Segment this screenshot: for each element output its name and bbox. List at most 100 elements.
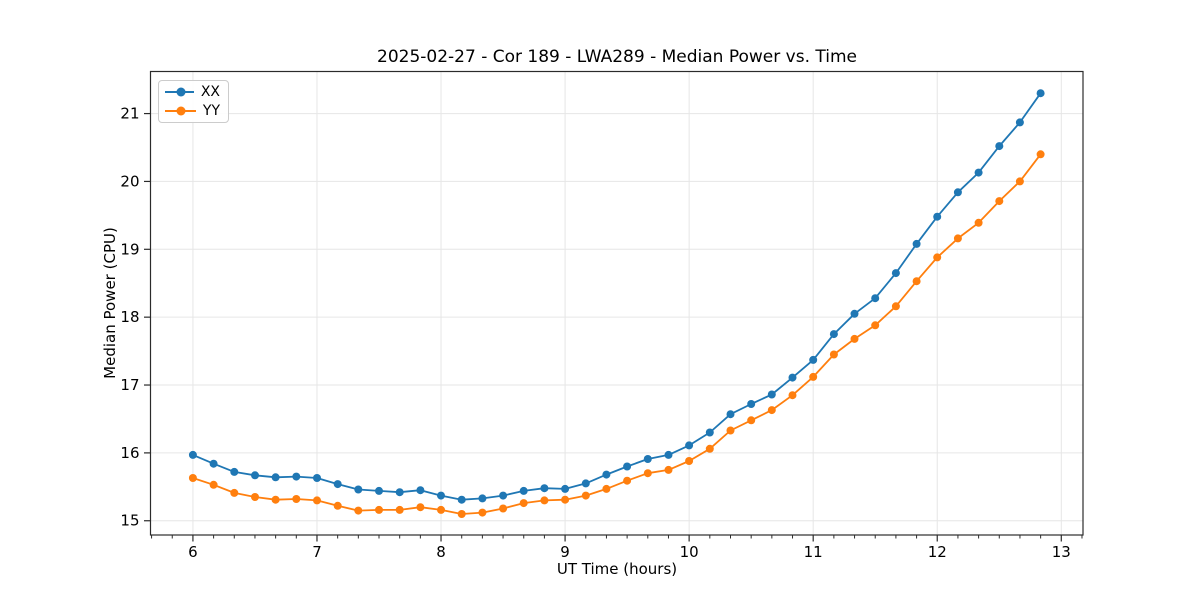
data-point-YY [437, 505, 445, 514]
data-point-YY [561, 495, 570, 504]
series-line-XX [192, 92, 1042, 501]
data-point-YY [726, 426, 735, 435]
data-point-YY [519, 499, 528, 508]
y-tick-label: 16 [120, 444, 139, 462]
y-axis-label: Median Power (CPU) [101, 227, 119, 379]
data-point-XX [788, 373, 797, 382]
data-point-XX [912, 239, 921, 248]
data-point-XX [995, 142, 1004, 151]
y-tick-label: 21 [120, 105, 139, 123]
data-point-XX [953, 188, 962, 197]
data-point-XX [313, 474, 321, 482]
data-point-YY [1015, 177, 1024, 186]
data-point-XX [540, 484, 549, 493]
data-point-YY [416, 503, 425, 512]
legend: XX YY [158, 80, 229, 123]
data-point-YY [643, 469, 652, 478]
data-point-XX [457, 495, 466, 504]
data-point-YY [271, 495, 280, 504]
data-point-XX [809, 355, 818, 364]
data-point-YY [705, 444, 714, 453]
data-point-YY [333, 501, 342, 510]
data-point-XX [974, 168, 983, 177]
data-point-XX [561, 484, 570, 493]
chart-title: 2025-02-27 - Cor 189 - LWA289 - Median P… [377, 47, 857, 67]
data-point-YY [209, 480, 218, 489]
data-point-YY [457, 510, 466, 518]
data-point-XX [850, 309, 859, 318]
data-point-YY [995, 197, 1004, 206]
data-point-XX [705, 428, 714, 437]
data-point-YY [871, 321, 880, 330]
data-point-YY [685, 457, 694, 465]
data-point-XX [623, 462, 632, 471]
data-point-XX [209, 459, 218, 468]
data-point-XX [416, 486, 425, 495]
data-point-YY [292, 495, 301, 503]
data-point-XX [333, 480, 342, 489]
data-point-XX [1015, 118, 1024, 127]
data-point-XX [891, 269, 900, 278]
data-point-YY [974, 218, 983, 227]
data-point-YY [581, 491, 590, 500]
legend-label: YY [202, 102, 220, 119]
data-point-YY [809, 372, 818, 381]
x-tick-label: 13 [1052, 543, 1071, 561]
series-line-YY [192, 153, 1042, 515]
data-point-XX [602, 470, 611, 479]
data-point-YY [829, 350, 838, 359]
data-point-XX [664, 450, 673, 459]
legend-label: XX [200, 84, 220, 101]
x-axis-label: UT Time (hours) [556, 560, 678, 578]
data-point-XX [437, 491, 445, 500]
data-point-YY [664, 465, 673, 474]
legend-entry-YY: YY [164, 102, 220, 120]
data-point-YY [540, 496, 549, 505]
data-point-XX [188, 450, 197, 459]
data-point-YY [891, 302, 900, 311]
legend-entry-XX: XX [164, 83, 220, 101]
data-point-XX [251, 471, 259, 480]
data-point-XX [395, 488, 404, 497]
data-point-YY [499, 504, 508, 513]
data-point-XX [271, 473, 280, 482]
y-tick-label: 17 [120, 376, 139, 394]
data-point-YY [602, 484, 611, 493]
data-point-XX [499, 491, 508, 500]
data-point-YY [375, 505, 383, 514]
data-point-XX [685, 441, 694, 450]
data-point-YY [912, 277, 921, 286]
data-point-XX [643, 455, 652, 463]
x-tick-label: 8 [436, 543, 446, 561]
data-point-YY [188, 474, 197, 482]
data-point-YY [788, 391, 797, 400]
data-point-YY [933, 253, 942, 262]
data-point-YY [850, 334, 859, 343]
plot-border [149, 70, 1084, 536]
x-tick-label: 12 [928, 543, 947, 561]
data-point-YY [395, 505, 404, 514]
data-point-XX [354, 485, 363, 494]
data-point-YY [230, 488, 239, 497]
data-point-XX [375, 486, 383, 495]
legend-line-marker-icon [165, 87, 194, 97]
data-point-YY [953, 234, 962, 243]
x-tick-label: 9 [560, 543, 570, 561]
data-point-YY [747, 416, 756, 425]
x-tick-label: 11 [804, 543, 823, 561]
data-point-XX [581, 479, 590, 488]
legend-line-marker-icon [165, 106, 196, 116]
data-point-XX [871, 294, 880, 303]
y-tick-label: 19 [120, 240, 139, 258]
data-point-XX [933, 212, 942, 221]
data-point-XX [292, 472, 301, 481]
data-point-YY [623, 476, 632, 485]
data-point-XX [519, 486, 528, 495]
y-tick-label: 15 [120, 512, 139, 530]
data-point-YY [354, 506, 363, 515]
data-point-XX [726, 410, 735, 419]
data-point-YY [478, 508, 487, 517]
data-point-YY [1036, 150, 1045, 159]
